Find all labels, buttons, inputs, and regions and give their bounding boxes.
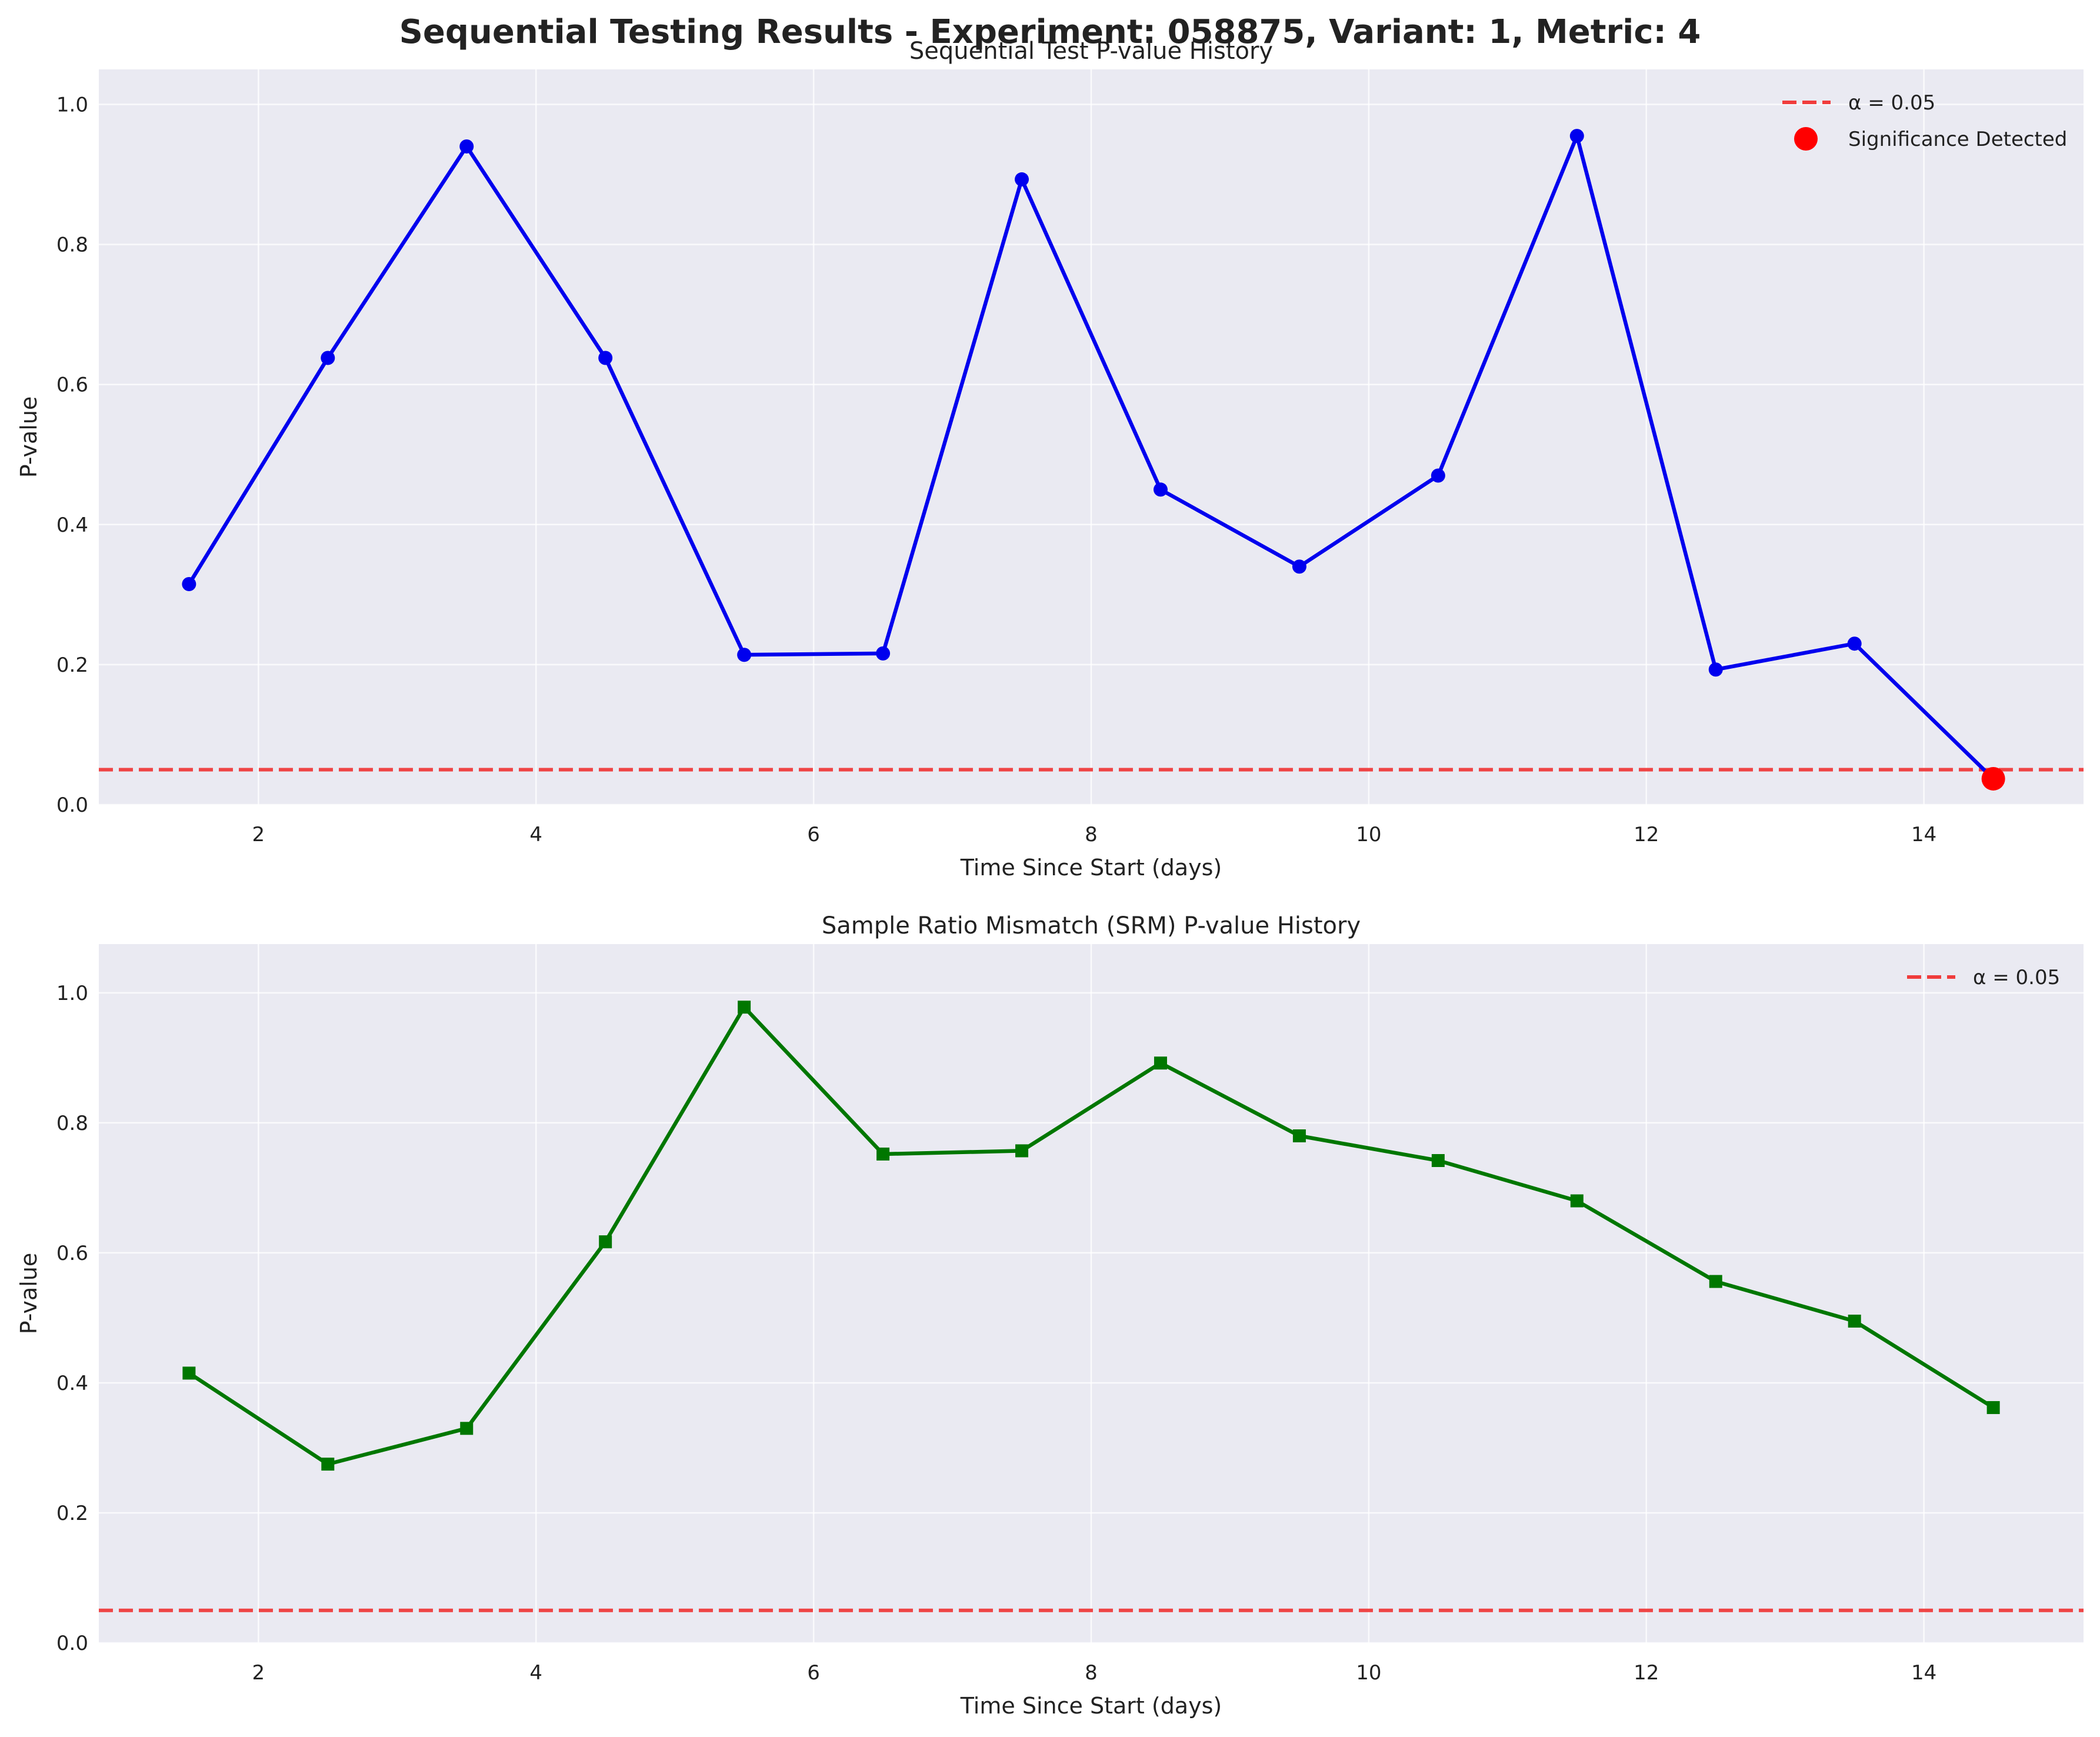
srm-x-tick-label: 2 <box>252 1661 265 1685</box>
seq-x-tick-label: 8 <box>1085 823 1098 846</box>
srm-data-point <box>1154 1056 1167 1070</box>
sequential-test-panel: 2 4 6 8 10 12 14 0.0 0.2 0.4 0.6 0.8 1.0 Sequential T… <box>16 38 2084 881</box>
seq-x-tick-label: 14 <box>1911 823 1936 846</box>
seq-y-tick-label: 1.0 <box>56 94 88 117</box>
srm-data-point <box>738 1001 751 1014</box>
seq-data-point <box>1153 482 1168 497</box>
srm-data-point <box>321 1458 335 1471</box>
seq-series-line <box>187 134 1995 781</box>
seq-data-point <box>876 646 891 661</box>
srm-x-tick-label: 8 <box>1085 1661 1098 1685</box>
seq-data-point <box>1292 559 1306 574</box>
seq-legend: α = 0.05 Significance Detected <box>1782 91 2067 151</box>
srm-data-point <box>1986 1401 2000 1414</box>
figure-suptitle: Sequential Testing Results - Experiment:… <box>399 13 1701 51</box>
seq-y-tick-label: 0.0 <box>56 794 88 817</box>
srm-x-tick-label: 10 <box>1356 1661 1381 1685</box>
srm-x-tick-label: 14 <box>1911 1661 1936 1685</box>
seq-x-tick-label: 6 <box>807 823 820 846</box>
srm-x-tick-label: 12 <box>1634 1661 1659 1685</box>
seq-data-point <box>321 351 335 365</box>
seq-data-point <box>1569 129 1584 144</box>
seq-y-tick-label: 0.2 <box>56 654 88 677</box>
seq-y-axis-label: P-value <box>16 396 42 478</box>
seq-y-tick-label: 0.4 <box>56 514 88 537</box>
seq-legend-dot-swatch <box>1794 127 1818 151</box>
seq-data-point <box>1015 172 1029 186</box>
srm-x-axis-label: Time Since Start (days) <box>960 1693 1222 1719</box>
srm-data-point <box>460 1422 474 1435</box>
seq-data-point <box>459 139 474 154</box>
srm-legend-label: α = 0.05 <box>1973 966 2060 989</box>
srm-y-tick-label: 0.4 <box>56 1372 88 1395</box>
seq-data-point <box>737 648 752 662</box>
seq-legend-label: Significance Detected <box>1848 128 2067 151</box>
srm-panel: 2 4 6 8 10 12 14 0.0 0.2 0.4 0.6 0.8 1.0 Sample Ratio… <box>16 912 2084 1719</box>
srm-data-point <box>182 1366 196 1380</box>
seq-data-point <box>1847 636 1862 651</box>
srm-x-tick-label: 4 <box>529 1661 542 1685</box>
seq-x-tick-label: 10 <box>1356 823 1381 846</box>
seq-data-point <box>598 351 613 365</box>
srm-series-line <box>188 1005 1995 1466</box>
srm-chart-title: Sample Ratio Mismatch (SRM) P-value Hist… <box>822 912 1361 939</box>
seq-data-point <box>1431 468 1445 483</box>
srm-data-point <box>876 1147 890 1161</box>
seq-x-axis-label: Time Since Start (days) <box>960 855 1222 881</box>
srm-data-point <box>1431 1154 1445 1168</box>
srm-data-point <box>1709 1275 1722 1288</box>
seq-y-tick-label: 0.8 <box>56 234 88 257</box>
srm-y-axis-label: P-value <box>16 1253 42 1335</box>
srm-x-tick-label: 6 <box>807 1661 820 1685</box>
seq-data-point <box>1708 662 1723 677</box>
srm-data-point <box>1570 1194 1584 1208</box>
srm-data-point <box>1292 1129 1306 1143</box>
srm-data-point <box>599 1235 612 1249</box>
srm-y-tick-label: 0.6 <box>56 1242 88 1265</box>
seq-legend-label: α = 0.05 <box>1848 91 1935 115</box>
seq-chart-title: Sequential Test P-value History <box>909 38 1273 65</box>
seq-x-tick-label: 4 <box>529 823 542 846</box>
srm-y-tick-label: 1.0 <box>56 982 88 1005</box>
srm-data-point <box>1848 1314 1861 1328</box>
seq-significance-point <box>1981 766 2005 791</box>
seq-data-point <box>182 577 196 591</box>
seq-y-tick-label: 0.6 <box>56 374 88 397</box>
srm-y-tick-label: 0.2 <box>56 1502 88 1525</box>
srm-y-tick-label: 0.0 <box>56 1632 88 1655</box>
seq-x-tick-label: 12 <box>1634 823 1659 846</box>
srm-legend: α = 0.05 <box>1907 966 2060 989</box>
seq-x-tick-label: 2 <box>252 823 265 846</box>
srm-y-tick-label: 0.8 <box>56 1112 88 1135</box>
srm-data-point <box>1015 1144 1029 1158</box>
